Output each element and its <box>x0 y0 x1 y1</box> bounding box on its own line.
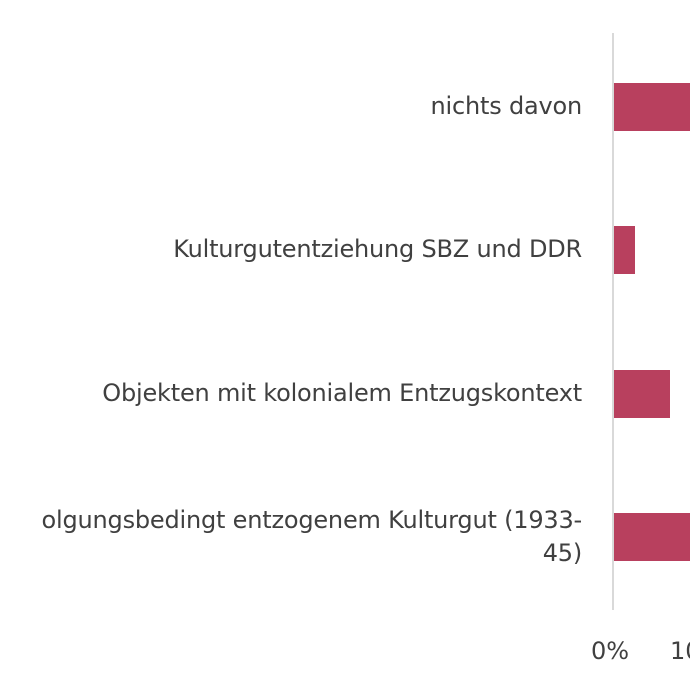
category-label-1: Kulturgutentziehung SBZ und DDR <box>173 234 582 263</box>
bar-2 <box>614 370 670 418</box>
bar-0 <box>614 83 690 131</box>
category-label-0: nichts davon <box>430 91 583 120</box>
x-tick-label-1: 10 <box>670 637 690 665</box>
category-label-2: Objekten mit kolonialem Entzugskontext <box>102 378 582 407</box>
bar-1 <box>614 226 635 274</box>
category-label-3: olgungsbedingt entzogenem Kulturgut (193… <box>41 506 583 567</box>
x-tick-label-0: 0% <box>591 637 630 665</box>
bar-3 <box>614 513 690 561</box>
